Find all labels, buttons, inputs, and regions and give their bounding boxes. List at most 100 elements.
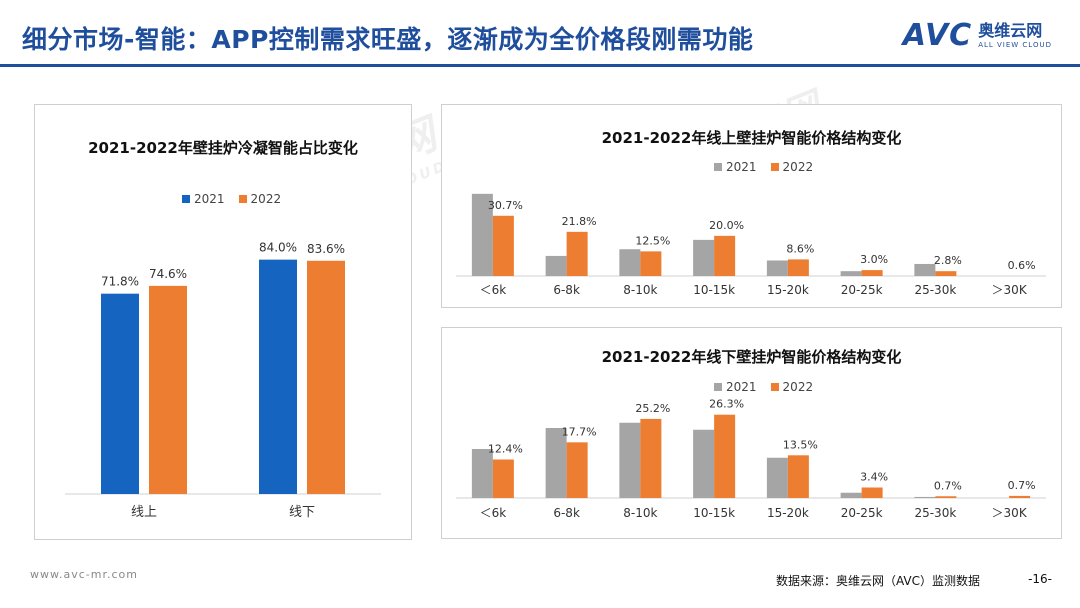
bar-2022-4 [787,455,809,498]
bar-2022-6 [935,271,957,276]
brand-logo-text: AVC [902,18,973,53]
category-label: ＞30K [992,283,1028,297]
bar-2022-0 [149,285,187,494]
category-label: ＞30K [992,506,1028,520]
legend-item-2022: 2022 [238,192,282,206]
category-label: 6-8k [553,283,580,297]
bar-2021-3 [693,429,715,498]
bar-2021-0 [471,449,493,498]
bar-2022-0 [492,215,514,276]
legend-swatch [714,383,722,391]
category-label: 15-20k [767,506,809,520]
legend-item-2021: 2021 [182,192,225,206]
category-label: ＜6k [480,506,507,520]
chart-title: 2021-2022年壁挂炉冷凝智能占比变化 [88,139,358,157]
bar-2022-5 [861,487,883,498]
bar-2022-4 [787,259,809,276]
legend-swatch [770,383,779,391]
category-label: 10-15k [693,283,735,297]
legend-swatch [182,195,190,203]
data-label: 21.8% [562,215,597,228]
legend-item-2022: 2022 [770,160,814,174]
bar-2022-0 [492,459,514,498]
category-label: 8-10k [623,283,657,297]
data-label: 84.0% [259,241,297,255]
data-label: 3.0% [860,253,888,266]
bar-2022-6 [935,496,957,498]
category-label: 8-10k [623,506,657,520]
brand-name-cn: 奥维云网 [978,20,1043,40]
brand-logo: AVC 奥维云网 ALL VIEW CLOUD [903,18,1052,53]
chart-title: 2021-2022年线上壁挂炉智能价格结构变化 [601,129,902,147]
legend-label: 2022 [250,192,282,206]
chart-panel-offline: 2021-2022年线下壁挂炉智能价格结构变化 2021 2022 12.4% ＜… [441,327,1062,539]
category-label: 线上 [131,505,157,520]
bar-2021-4 [766,260,788,276]
data-label: 3.4% [860,471,888,484]
legend-label: 2021 [726,160,757,174]
bar-2021-1 [545,428,567,498]
data-label: 13.5% [783,438,818,451]
data-label: 30.7% [488,199,523,212]
bar-2021-4 [766,457,788,498]
legend-item-2021: 2021 [714,380,757,394]
chart-panel-penetration: 2021-2022年壁挂炉冷凝智能占比变化 2021 2022 71.8% 74.… [34,104,412,540]
bar-2021-2 [619,422,641,498]
chart-plot: 71.8% 74.6% 线上 84.0% 83.6% 线下 [65,241,381,520]
footer-url[interactable]: www.avc-mr.com [30,568,138,581]
category-label: 25-30k [914,506,956,520]
bar-2021-5 [840,271,862,276]
bar-2022-2 [640,418,662,498]
bar-2021-5 [840,492,862,498]
bar-2021-1 [259,259,297,494]
data-source: 数据来源：奥维云网（AVC）监测数据 [775,574,980,588]
category-label: 20-25k [841,506,883,520]
data-label: 71.8% [101,275,139,289]
data-label: 25.2% [635,402,670,415]
category-label: 线下 [289,505,315,520]
page-title: 细分市场-智能：APP控制需求旺盛，逐渐成为全价格段刚需功能 [22,25,754,54]
chart-legend: 2021 2022 [182,192,295,206]
bar-2021-2 [619,249,641,276]
legend-label: 2022 [782,160,814,174]
data-label: 0.7% [1008,479,1036,492]
header-divider [0,64,1080,67]
category-label: 10-15k [693,506,735,520]
brand-name: 奥维云网 ALL VIEW CLOUD [978,20,1052,50]
data-label: 20.0% [709,219,744,232]
legend-label: 2021 [194,192,225,206]
data-label: 12.5% [635,234,670,247]
chart-legend: 2021 2022 [714,160,827,174]
legend-swatch [238,195,247,203]
bar-2022-3 [714,235,736,276]
chart-plot: 30.7% ＜6k 21.8% 6-8k 12.5% 8-10k 20.0% 10-15k 8.… [456,193,1046,297]
chart-panel-online: 2021-2022年线上壁挂炉智能价格结构变化 2021 2022 30.7% ＜… [441,104,1062,308]
data-label: 17.7% [562,425,597,438]
bar-2022-1 [566,231,588,276]
legend-swatch [770,163,779,171]
data-label: 74.6% [149,267,187,281]
bar-2022-1 [566,442,588,498]
bar-2021-6 [914,496,936,498]
chart-title: 2021-2022年线下壁挂炉智能价格结构变化 [601,348,902,366]
bar-2021-6 [914,263,936,276]
legend-label: 2021 [726,380,757,394]
data-label: 83.6% [307,242,345,256]
bar-2022-3 [714,414,736,498]
page-number: -16- [1028,572,1052,586]
category-label: 6-8k [553,506,580,520]
bar-2022-2 [640,251,662,276]
legend-item-2022: 2022 [770,380,813,394]
legend-swatch [714,163,722,171]
data-label: 0.7% [934,479,962,492]
category-label: 25-30k [914,283,956,297]
category-label: 20-25k [841,283,883,297]
bar-2022-1 [307,260,345,494]
chart-plot: 12.4% ＜6k 17.7% 6-8k 25.2% 8-10k 26.3% 10-15k 13… [456,398,1046,520]
data-label: 2.8% [934,254,962,267]
bar-2022-7 [1009,495,1031,498]
data-label: 8.6% [786,242,814,255]
bar-2021-3 [693,239,715,276]
category-label: ＜6k [480,283,507,297]
chart-legend: 2021 2022 [714,380,827,394]
